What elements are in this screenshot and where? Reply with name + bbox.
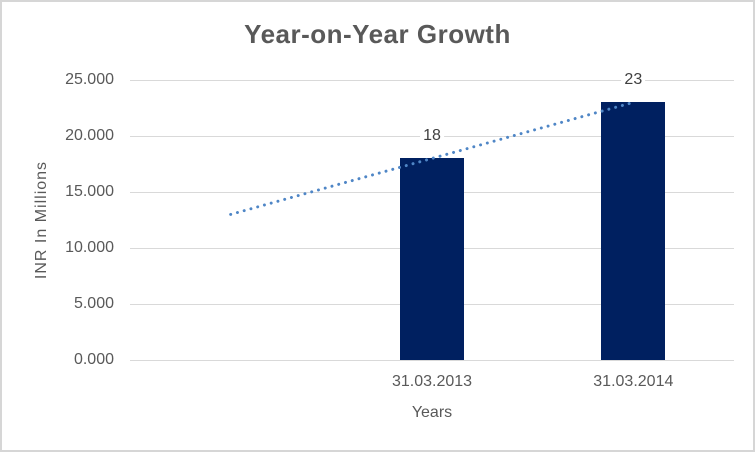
x-axis-title: Years (411, 404, 453, 421)
plot-area: 18 23 (130, 70, 734, 361)
x-tick-label: 31.03.2014 (593, 373, 674, 390)
bar (400, 158, 464, 360)
y-axis-title: INR In Millions (33, 160, 50, 280)
y-tick-label: 5.000 (73, 295, 114, 312)
bar-value-label: 18 (420, 126, 444, 147)
y-tick-label: 20.000 (65, 127, 114, 144)
bar-value-label: 23 (621, 70, 646, 91)
chart-title: Year-on-Year Growth (244, 19, 511, 49)
gridline (130, 359, 734, 361)
y-tick-label: 25.000 (65, 71, 114, 88)
bar (601, 102, 666, 360)
gridline (130, 79, 734, 81)
x-tick-label: 31.03.2013 (391, 373, 473, 390)
y-tick-label: 10.000 (65, 239, 114, 256)
y-tick-label: 0.000 (73, 351, 114, 368)
y-tick-label: 15.000 (65, 183, 114, 200)
